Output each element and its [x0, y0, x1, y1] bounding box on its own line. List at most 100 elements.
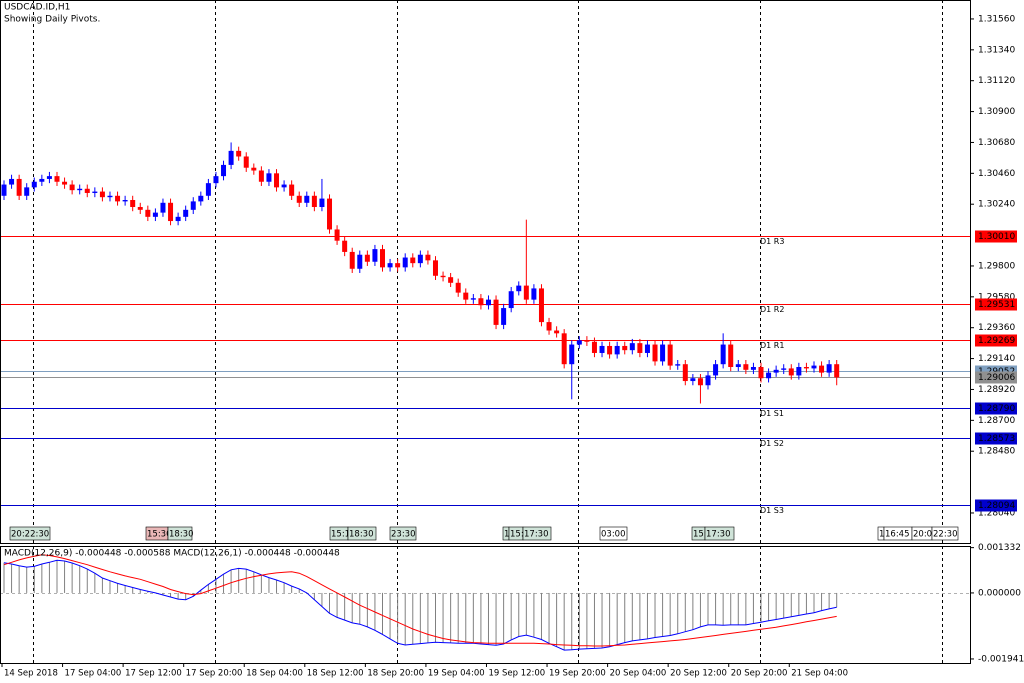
x-tick-label: 20 Sep 04:00 — [610, 669, 667, 679]
y-tick-label: -0.001941 — [978, 654, 1024, 664]
y-tick-label: 1.30900 — [978, 107, 1015, 117]
y-tick-label: 1.29360 — [978, 323, 1015, 333]
candle-body — [115, 195, 121, 202]
candle-body — [417, 254, 423, 264]
pivot-label: 1.29269 — [978, 336, 1015, 346]
candle-body — [705, 375, 711, 386]
candle-body — [440, 275, 446, 278]
candle-body — [622, 345, 628, 351]
candle-body — [281, 184, 287, 188]
candle-body — [629, 343, 635, 351]
session-box — [9, 526, 51, 541]
session-label: 17:30 — [524, 530, 549, 540]
candle-body — [576, 340, 582, 345]
candle-body — [773, 369, 779, 373]
session-box — [704, 526, 735, 541]
x-tick-label: 18 Sep 20:00 — [367, 669, 424, 679]
candle-body — [9, 178, 15, 185]
y-tick-label: 1.28480 — [978, 447, 1015, 457]
y-tick-label: 1.29140 — [978, 354, 1015, 364]
candle-body — [122, 199, 128, 202]
candle-body — [175, 216, 181, 222]
pivot-name: D1 S3 — [760, 506, 784, 515]
candle-body — [637, 343, 643, 353]
x-tick-label: 18 Sep 04:00 — [246, 669, 303, 679]
y-tick-label: 0.000000 — [978, 588, 1021, 598]
x-tick-label: 21 Sep 04:00 — [791, 669, 848, 679]
macd-title: MACD(12,26,9) -0.000448 -0.000588 MACD(1… — [4, 549, 340, 559]
candle-body — [448, 277, 454, 283]
x-tick-label: 19 Sep 12:00 — [488, 669, 545, 679]
y-tick-label: 0.001332 — [978, 543, 1021, 553]
candle-body — [743, 364, 749, 370]
y-tick-label: 1.31120 — [978, 76, 1015, 86]
candle-body — [410, 257, 416, 264]
session-label: 18:30 — [169, 530, 194, 540]
candle-body — [728, 344, 734, 368]
candle-body — [402, 257, 408, 268]
candle-body — [77, 188, 83, 191]
candle-body — [46, 176, 52, 179]
x-tick-label: 17 Sep 20:00 — [186, 669, 243, 679]
pivot-label: 1.29531 — [978, 300, 1015, 310]
candle-body — [652, 344, 658, 362]
candle-body — [607, 345, 613, 355]
pivot-label: 1.28094 — [978, 501, 1015, 511]
candle-body — [561, 333, 567, 365]
session-label: 1 — [504, 530, 509, 540]
session-box — [347, 526, 377, 541]
candle-body — [395, 263, 401, 268]
session-label: 22:30 — [933, 530, 958, 540]
candle-body — [493, 299, 499, 325]
candle-body — [516, 285, 522, 292]
session-box — [389, 526, 417, 541]
x-tick-label: 20 Sep 20:00 — [731, 669, 788, 679]
session-box — [522, 526, 552, 541]
candle-body — [289, 184, 295, 196]
chart-title: USDCAD.ID,H1 — [4, 3, 70, 13]
candle-body — [485, 299, 491, 306]
x-tick-label: 17 Sep 04:00 — [65, 669, 122, 679]
pivot-name: D1 S1 — [760, 409, 784, 418]
pivot-box — [975, 230, 1017, 243]
session-label: 16:45 — [885, 530, 910, 540]
candle-body — [274, 173, 280, 188]
candle-body — [349, 251, 355, 269]
candle-body — [546, 322, 552, 331]
candle-body — [311, 195, 317, 208]
pivot-name: D1 R3 — [760, 237, 784, 246]
candle-body — [599, 345, 605, 353]
candle-body — [788, 368, 794, 376]
session-label: 15:1 — [331, 530, 350, 540]
candle-body — [228, 150, 234, 165]
day-separators — [33, 0, 943, 663]
candle-body — [501, 308, 507, 325]
main-frame — [0, 0, 971, 544]
candle-body — [750, 367, 756, 370]
candle-body — [183, 209, 189, 217]
candle-body — [54, 176, 60, 182]
candle-body — [584, 340, 590, 342]
candle-body — [644, 344, 650, 353]
candle-body — [137, 207, 143, 210]
candle-body — [84, 188, 90, 193]
pivot-box — [975, 334, 1017, 347]
session-label: 1 — [879, 530, 884, 540]
macd-line — [3, 554, 837, 647]
candle-body — [1, 184, 7, 196]
candle-body — [221, 164, 227, 177]
candle-body — [380, 249, 385, 268]
x-tick-label: 19 Sep 04:00 — [428, 669, 485, 679]
candle-body — [364, 254, 370, 262]
session-label: 17:30 — [706, 530, 731, 540]
pivot-box — [975, 298, 1017, 311]
candle-body — [531, 288, 537, 300]
candle-body — [251, 167, 257, 171]
candle-body — [205, 183, 211, 196]
candle-body — [766, 372, 772, 379]
candle-body — [432, 260, 438, 276]
candle-body — [243, 156, 249, 168]
candle-body — [296, 195, 302, 203]
